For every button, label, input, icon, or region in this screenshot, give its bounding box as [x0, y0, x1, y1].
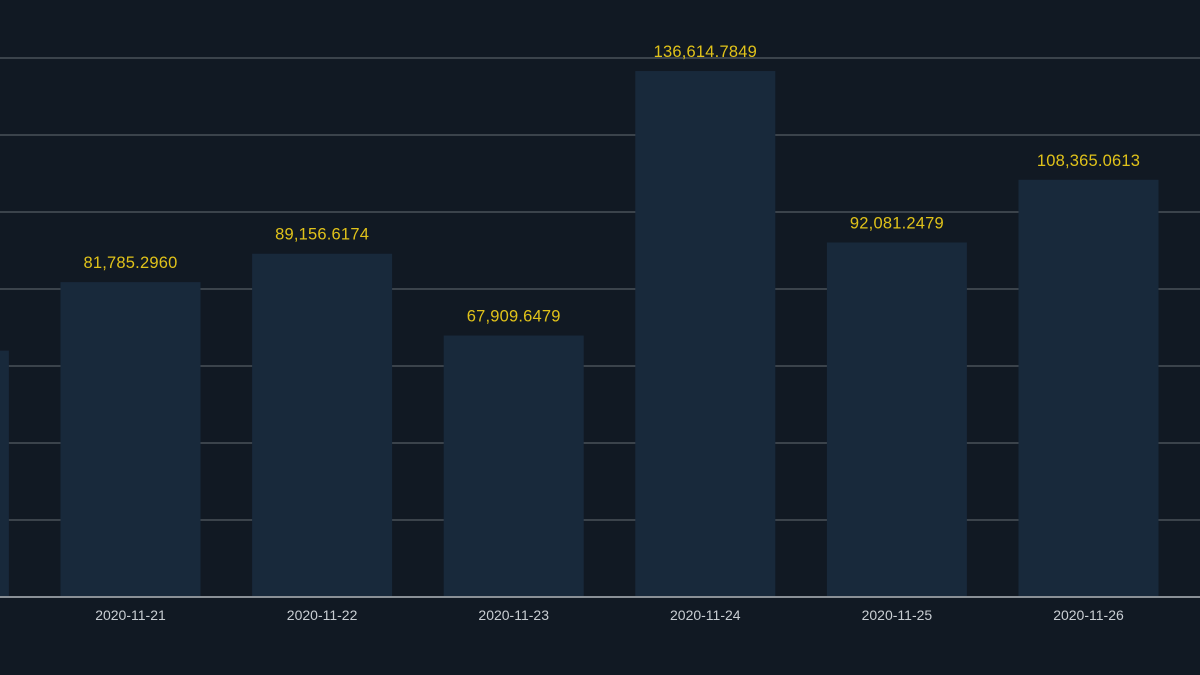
bars [0, 71, 1159, 598]
x-tick-label: 2020-11-26 [1053, 607, 1124, 623]
bar[interactable] [0, 350, 9, 597]
bar[interactable] [635, 71, 776, 597]
bar-value-label: 108,365.0613 [1037, 152, 1140, 170]
bar-value-label: 136,614.7849 [654, 43, 757, 61]
bar[interactable] [1018, 179, 1159, 598]
x-tick-label: 2020-11-25 [862, 607, 933, 623]
bar[interactable] [60, 282, 201, 597]
x-tick-label: 2020-11-23 [478, 607, 549, 623]
bar[interactable] [443, 335, 584, 597]
bar-value-label: 67,909.6479 [467, 308, 561, 326]
bar-value-label: 89,156.6174 [275, 226, 369, 244]
x-tick-label: 2020-11-22 [287, 607, 358, 623]
bar-value-label: 92,081.2479 [850, 214, 944, 232]
bar[interactable] [252, 253, 393, 598]
bar[interactable] [826, 242, 967, 598]
bar-value-label: 81,785.2960 [84, 254, 178, 272]
value-labels: 81,785.2960 89,156.6174 67,909.6479 136,614… [84, 43, 1140, 326]
x-tick-label: 2020-11-24 [670, 607, 741, 623]
x-tick-labels: 2020-11-21 2020-11-22 2020-11-23 2020-11-24… [95, 607, 1124, 623]
x-tick-label: 2020-11-21 [95, 607, 166, 623]
